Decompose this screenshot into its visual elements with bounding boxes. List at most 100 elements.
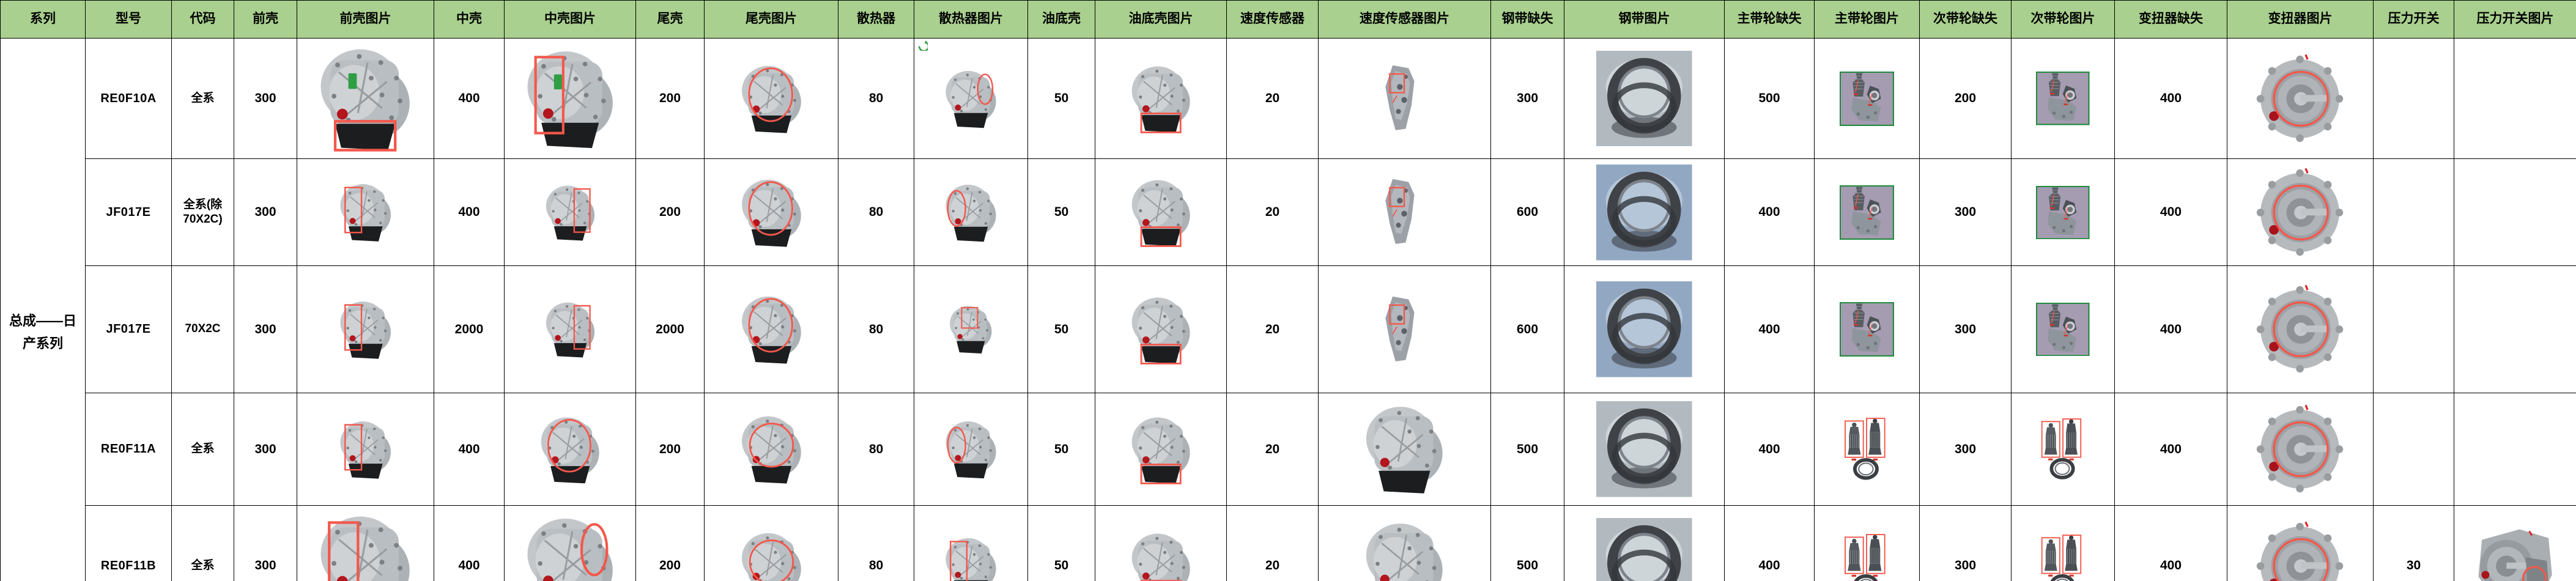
cell-code[interactable]: 全系(除70X2C) [171,158,234,267]
cell-model[interactable]: RE0F11A [85,393,172,506]
cell-tail-shell[interactable]: 200 [635,505,705,581]
cell-front-shell-photo[interactable] [297,505,434,581]
cell-steel-belt-photo[interactable] [1564,505,1725,581]
torque-converter-photo[interactable] [2252,165,2348,261]
mid-shell-photo[interactable] [531,410,609,489]
cell-radiator-photo[interactable] [914,158,1028,267]
oil-pan-photo[interactable] [1122,410,1200,489]
cell-oil-pan-photo[interactable] [1095,393,1227,506]
mid-shell-photo[interactable] [513,41,627,156]
col-header-torque-converter-photo[interactable]: 变扭器图片 [2227,0,2374,39]
tail-shell-photo[interactable] [731,289,812,369]
cell-secondary-pulley-missing[interactable]: 300 [1919,265,2012,394]
cell-steel-belt-missing[interactable]: 600 [1490,158,1564,267]
cell-main-pulley-missing[interactable]: 400 [1724,393,1815,506]
cell-mid-shell-photo[interactable] [504,158,636,267]
tail-shell-photo[interactable] [731,526,812,581]
cell-torque-converter-photo[interactable] [2227,505,2374,581]
col-header-main-pulley-photo[interactable]: 主带轮图片 [1814,0,1920,39]
cell-code[interactable]: 全系 [171,505,234,581]
cell-torque-converter-missing[interactable]: 400 [2114,265,2227,394]
cell-secondary-pulley-missing[interactable]: 300 [1919,158,2012,267]
cell-tail-shell[interactable]: 200 [635,393,705,506]
tail-shell-photo[interactable] [731,172,812,253]
secondary-pulley-photo[interactable] [2031,534,2095,581]
cell-mid-shell-photo[interactable] [504,37,636,160]
cell-tail-shell-photo[interactable] [704,37,838,160]
cell-speed-sensor-photo[interactable] [1318,265,1491,394]
cell-oil-pan-photo[interactable] [1095,265,1227,394]
cell-code[interactable]: 全系 [171,37,234,160]
cell-main-pulley-missing[interactable]: 400 [1724,265,1815,394]
cell-oil-pan-photo[interactable] [1095,37,1227,160]
cell-radiator-photo[interactable] [914,37,1028,160]
cell-secondary-pulley-missing[interactable]: 200 [1919,37,2012,160]
cell-front-shell-photo[interactable] [297,265,434,394]
cell-torque-converter-missing[interactable]: 400 [2114,393,2227,506]
cell-radiator-photo[interactable] [914,265,1028,394]
cell-main-pulley-photo[interactable] [1814,158,1920,267]
steel-belt-photo[interactable] [1596,164,1692,261]
col-header-speed-sensor[interactable]: 速度传感器 [1226,0,1319,39]
cell-torque-converter-photo[interactable] [2227,265,2374,394]
cell-torque-converter-photo[interactable] [2227,158,2374,267]
cell-tail-shell-photo[interactable] [704,158,838,267]
secondary-pulley-photo[interactable] [2036,185,2090,239]
cell-tail-shell-photo[interactable] [704,393,838,506]
speed-sensor-photo[interactable] [1368,176,1440,248]
cell-oil-pan-photo[interactable] [1095,505,1227,581]
cell-speed-sensor[interactable]: 20 [1226,265,1319,394]
cell-model[interactable]: RE0F11B [85,505,172,581]
cell-radiator-photo[interactable] [914,393,1028,506]
cell-oil-pan[interactable]: 50 [1027,158,1095,267]
pressure-switch-photo[interactable] [2471,522,2559,581]
col-header-front-shell[interactable]: 前壳 [234,0,297,39]
speed-sensor-photo[interactable] [1368,294,1440,366]
cell-mid-shell[interactable]: 400 [434,505,505,581]
cell-main-pulley-photo[interactable] [1814,505,1920,581]
cell-pressure-switch[interactable] [2373,37,2454,160]
col-header-front-shell-photo[interactable]: 前壳图片 [297,0,434,39]
cell-mid-shell-photo[interactable] [504,505,636,581]
cell-steel-belt-missing[interactable]: 300 [1490,37,1564,160]
cell-mid-shell-photo[interactable] [504,393,636,506]
cell-main-pulley-photo[interactable] [1814,37,1920,160]
col-header-series[interactable]: 系列 [0,0,86,39]
oil-pan-photo[interactable] [1122,290,1200,369]
col-header-code[interactable]: 代码 [171,0,234,39]
cell-steel-belt-photo[interactable] [1564,37,1725,160]
cell-speed-sensor[interactable]: 20 [1226,393,1319,506]
col-header-model[interactable]: 型号 [85,0,172,39]
col-header-speed-sensor-photo[interactable]: 速度传感器图片 [1318,0,1491,39]
torque-converter-photo[interactable] [2252,518,2348,581]
cell-speed-sensor[interactable]: 20 [1226,37,1319,160]
col-header-oil-pan[interactable]: 油底壳 [1027,0,1095,39]
cell-pressure-switch[interactable] [2373,265,2454,394]
radiator-photo[interactable] [937,532,1005,581]
cell-front-shell-photo[interactable] [297,158,434,267]
front-shell-photo[interactable] [305,39,425,158]
col-header-pressure-switch-photo[interactable]: 压力开关图片 [2454,0,2576,39]
cell-speed-sensor-photo[interactable] [1318,505,1491,581]
col-header-tail-shell-photo[interactable]: 尾壳图片 [704,0,838,39]
cell-steel-belt-missing[interactable]: 500 [1490,505,1564,581]
cell-mid-shell-photo[interactable] [504,265,636,394]
secondary-pulley-photo[interactable] [2031,418,2095,481]
col-header-pressure-switch[interactable]: 压力开关 [2373,0,2454,39]
cell-torque-converter-missing[interactable]: 400 [2114,158,2227,267]
cell-pressure-switch-photo[interactable] [2454,37,2576,160]
cell-steel-belt-missing[interactable]: 500 [1490,393,1564,506]
cell-radiator[interactable]: 80 [838,158,914,267]
cell-radiator[interactable]: 80 [838,505,914,581]
mid-shell-photo[interactable] [513,508,627,581]
cell-speed-sensor[interactable]: 20 [1226,158,1319,267]
cell-radiator-photo[interactable] [914,505,1028,581]
front-shell-photo[interactable] [305,506,425,581]
cell-mid-shell[interactable]: 2000 [434,265,505,394]
cell-front-shell[interactable]: 300 [234,37,297,160]
col-header-radiator[interactable]: 散热器 [838,0,914,39]
cell-main-pulley-photo[interactable] [1814,265,1920,394]
cell-tail-shell-photo[interactable] [704,505,838,581]
radiator-photo[interactable] [937,415,1005,483]
front-shell-photo[interactable] [331,178,400,246]
